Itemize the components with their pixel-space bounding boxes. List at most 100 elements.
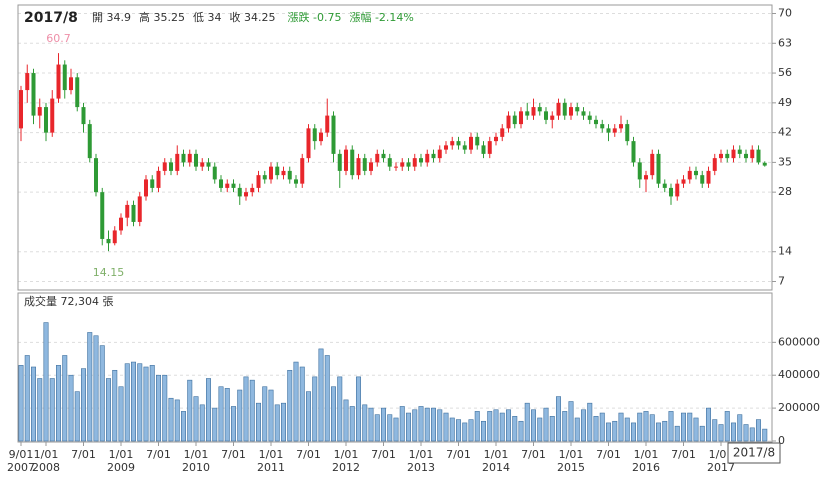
volume-bar xyxy=(562,411,568,442)
volume-bar xyxy=(480,420,486,442)
volume-panel xyxy=(17,292,773,443)
volume-bar xyxy=(280,402,286,442)
candle-body xyxy=(237,187,242,197)
volume-bar xyxy=(368,407,374,442)
candle-body xyxy=(650,153,655,176)
header-item: 高 35.25 xyxy=(139,10,185,24)
y-tick-label: 35 xyxy=(778,155,792,168)
volume-title: 成交量 72,304 張 xyxy=(24,294,113,308)
candle-body xyxy=(369,162,373,171)
candle-body xyxy=(625,124,630,142)
candle-body xyxy=(250,187,255,193)
volume-bar xyxy=(424,407,430,442)
candle-body xyxy=(506,115,511,129)
volume-bar xyxy=(393,417,399,442)
volume-bar xyxy=(462,422,468,442)
candle-body xyxy=(519,111,523,125)
x-tick-label: 7/01 xyxy=(71,448,96,461)
candle-body xyxy=(119,217,123,231)
x-tick-label: 1/01 xyxy=(484,448,509,461)
candle-body xyxy=(606,128,611,133)
candle-body xyxy=(531,107,536,116)
candle-body xyxy=(175,153,180,171)
y-tick-label: 56 xyxy=(778,66,792,79)
volume-bar xyxy=(387,414,393,442)
candle-body xyxy=(356,158,361,176)
candle-body xyxy=(594,119,598,125)
candle-body xyxy=(200,162,205,167)
volume-bar xyxy=(337,376,343,442)
candle-body xyxy=(344,149,348,171)
volume-bar xyxy=(262,386,268,442)
candle-body xyxy=(225,183,230,188)
volume-bar xyxy=(355,376,361,442)
candle-body xyxy=(556,102,561,116)
candle-body xyxy=(731,149,736,159)
header-change: 漲跌 -0.75 xyxy=(288,10,342,24)
candle-body xyxy=(62,64,67,91)
candle-body xyxy=(612,128,617,133)
candle-body xyxy=(744,153,748,159)
candle-body xyxy=(437,149,442,159)
candle-body xyxy=(194,153,198,167)
volume-bar xyxy=(437,409,443,442)
volume-bar xyxy=(349,406,355,442)
candle-body xyxy=(631,141,636,163)
volume-bar xyxy=(118,386,124,442)
candle-body xyxy=(675,183,680,197)
volume-bar xyxy=(499,412,505,442)
candle-body xyxy=(19,90,23,129)
candle-body xyxy=(681,179,686,184)
candle-body xyxy=(494,136,498,142)
volume-bar xyxy=(74,391,80,442)
candle-body xyxy=(475,136,480,146)
candle-body xyxy=(150,179,155,188)
volume-bar xyxy=(318,348,324,442)
volume-bar xyxy=(162,374,168,442)
volume-bar xyxy=(137,363,143,442)
candle-body xyxy=(512,115,517,125)
volume-bar xyxy=(143,366,149,442)
volume-bar xyxy=(299,366,305,442)
volume-bar xyxy=(505,409,511,442)
volume-bar xyxy=(274,404,280,442)
volume-bar xyxy=(193,396,199,442)
volume-bar xyxy=(487,411,493,442)
candle-body xyxy=(394,166,398,168)
volume-bar xyxy=(362,404,368,442)
volume-bar xyxy=(412,409,418,442)
volume-bar xyxy=(543,407,549,442)
candle-body xyxy=(419,158,423,163)
x-tick-label: 1/01 xyxy=(409,448,434,461)
volume-bar xyxy=(149,365,155,442)
volume-bar xyxy=(312,376,318,442)
volume-bar xyxy=(587,402,593,442)
volume-bar xyxy=(605,422,611,442)
price-annotation: 60.7 xyxy=(46,32,71,45)
volume-bar xyxy=(493,409,499,442)
candle-body xyxy=(244,192,248,197)
volume-bar xyxy=(112,369,118,442)
volume-bar xyxy=(174,399,180,442)
volume-bar xyxy=(518,420,524,442)
candle-body xyxy=(231,183,236,188)
candle-body xyxy=(444,145,448,150)
volume-bar xyxy=(168,397,174,442)
volume-bar xyxy=(612,420,618,442)
candle-body xyxy=(462,145,467,150)
candle-body xyxy=(487,141,492,154)
volume-bar xyxy=(630,422,636,442)
x-year-label: 2017 xyxy=(707,461,735,474)
volume-bar xyxy=(212,407,218,442)
candle-body xyxy=(687,170,692,180)
x-tick-label: 1/01 xyxy=(184,448,209,461)
y-tick-label: 200000 xyxy=(778,401,820,414)
candle-body xyxy=(131,204,136,222)
candle-body xyxy=(562,102,567,116)
candle-body xyxy=(100,192,105,239)
candle-body xyxy=(525,111,530,116)
x-tick-label: 1/01 xyxy=(109,448,134,461)
x-year-label: 2013 xyxy=(407,461,435,474)
candle-body xyxy=(212,166,217,180)
